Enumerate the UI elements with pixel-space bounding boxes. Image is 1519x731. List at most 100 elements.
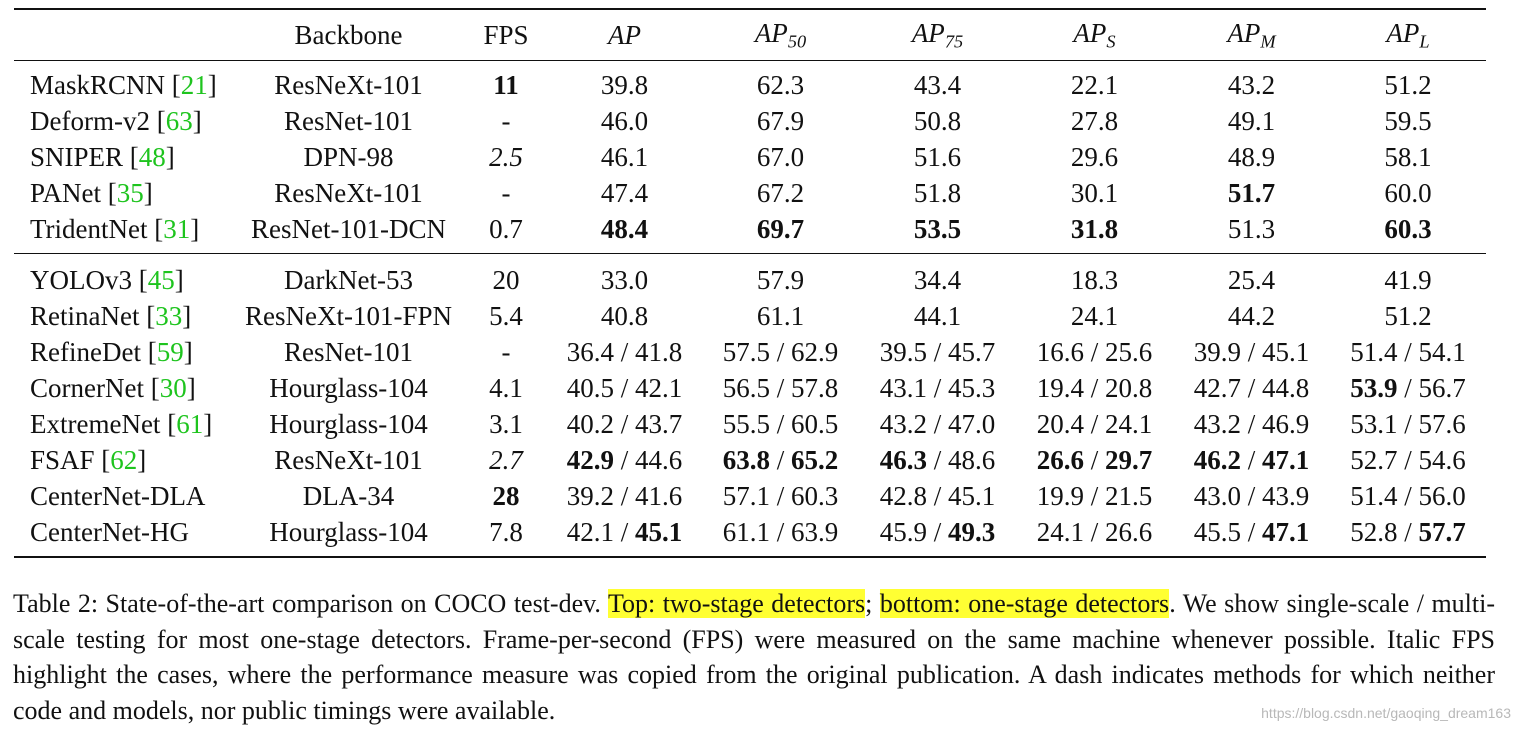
backbone-cell: ResNeXt-101-FPN <box>245 300 452 331</box>
metric-value: 57.5 <box>722 336 770 367</box>
apl-cell: 53.9 / 56.7 <box>1350 372 1466 403</box>
table-row: CenterNet-HG Hourglass-104 7.8 42.1 / 45.1 6… <box>14 514 1486 557</box>
ap75-cell: 53.5 <box>859 211 1016 254</box>
metric-value: 51.7 <box>1227 177 1276 208</box>
metric-value: 42.8 <box>879 480 927 511</box>
metric-value: 40.5 <box>566 372 614 403</box>
caption-highlight-top: Top: two-stage detectors <box>607 589 866 618</box>
backbone-cell: ResNet-101-DCN <box>251 213 446 244</box>
apm-cell: 39.9 / 45.1 <box>1193 336 1310 367</box>
metric-value: 39.9 <box>1193 336 1241 367</box>
fps-cell: 5.4 <box>489 300 523 331</box>
aps-cell: 20.4 / 24.1 <box>1036 408 1153 439</box>
backbone-cell: ResNet-101 <box>284 336 413 367</box>
metric-value: 59.5 <box>1384 105 1432 136</box>
metric-value: 24.1 <box>1105 408 1153 439</box>
apl-cell: 58.1 <box>1330 139 1486 175</box>
ap50-cell: 57.9 <box>702 254 859 299</box>
metric-value: 57.8 <box>791 372 839 403</box>
caption-separator: ; <box>865 589 880 618</box>
metric-value: 41.6 <box>635 480 683 511</box>
fps-cell: 4.1 <box>489 372 523 403</box>
table-row: TridentNet [31] ResNet-101-DCN 0.7 48.4 69.7… <box>14 211 1486 254</box>
citation-link[interactable]: 62 <box>110 444 138 475</box>
watermark: https://blog.csdn.net/gaoqing_dream163 <box>1261 705 1511 721</box>
method-name: CornerNet <box>30 372 144 403</box>
method-name: ExtremeNet <box>30 408 161 439</box>
citation-link[interactable]: 63 <box>165 105 193 136</box>
ap-cell: 33.0 <box>547 254 702 299</box>
aps-cell: 18.3 <box>1016 254 1173 299</box>
metric-value: 57.9 <box>756 264 805 295</box>
citation-link[interactable]: 45 <box>147 264 175 295</box>
apm-cell: 48.9 <box>1173 139 1330 175</box>
method-cell: TridentNet [31] <box>30 213 200 244</box>
ap50-cell: 63.8 / 65.2 <box>722 444 839 475</box>
metric-value: 43.4 <box>913 69 962 100</box>
backbone-cell: DLA-34 <box>302 480 395 511</box>
method-cell: SNIPER [48] <box>30 141 175 172</box>
method-name: YOLOv3 <box>30 264 132 295</box>
metric-value: 44.2 <box>1227 300 1276 331</box>
header-ap50: AP50 <box>754 17 807 52</box>
ap-cell: 46.0 <box>547 103 702 139</box>
method-cell: YOLOv3 [45] <box>30 264 184 295</box>
caption-prefix: Table 2: State-of-the-art comparison on … <box>13 589 608 618</box>
metric-value: 16.6 <box>1036 336 1084 367</box>
metric-value: 46.0 <box>600 105 649 136</box>
method-cell: MaskRCNN [21] <box>30 69 217 100</box>
metric-value: 46.1 <box>600 141 649 172</box>
table-row: Deform-v2 [63] ResNet-101 - 46.0 67.9 50.8 27.… <box>14 103 1486 139</box>
metric-value: 62.9 <box>791 336 839 367</box>
metric-value: 57.7 <box>1418 516 1466 547</box>
method-cell: FSAF [62] <box>30 444 147 475</box>
ap75-cell: 50.8 <box>859 103 1016 139</box>
metric-value: 36.4 <box>566 336 614 367</box>
citation-link[interactable]: 61 <box>176 408 204 439</box>
ap50-cell: 57.1 / 60.3 <box>722 480 839 511</box>
backbone-cell: ResNet-101 <box>284 105 413 136</box>
metric-value: 25.6 <box>1105 336 1153 367</box>
backbone-cell: DPN-98 <box>303 141 394 172</box>
ap75-cell: 51.8 <box>859 175 1016 211</box>
metric-value: 54.1 <box>1418 336 1466 367</box>
metric-value: 51.2 <box>1384 300 1432 331</box>
metric-value: 24.1 <box>1036 516 1084 547</box>
method-name: TridentNet <box>30 213 148 244</box>
ap75-cell: 45.9 / 49.3 <box>879 516 996 547</box>
metric-value: 48.9 <box>1227 141 1276 172</box>
method-cell: PANet [35] <box>30 177 153 208</box>
citation-link[interactable]: 21 <box>180 69 208 100</box>
citation-link[interactable]: 59 <box>156 336 184 367</box>
method-name: RefineDet <box>30 336 141 367</box>
table-caption: Table 2: State-of-the-art comparison on … <box>13 586 1495 728</box>
apm-cell: 25.4 <box>1173 254 1330 299</box>
metric-value: 67.9 <box>756 105 805 136</box>
header-apm: APM <box>1227 17 1276 52</box>
method-cell: CornerNet [30] <box>30 372 196 403</box>
apl-cell: 60.0 <box>1330 175 1486 211</box>
metric-value: 50.8 <box>913 105 962 136</box>
one-stage-section: YOLOv3 [45] DarkNet-53 20 33.0 57.9 34.4 18.3 2… <box>14 253 1486 557</box>
metric-value: 51.4 <box>1350 336 1398 367</box>
citation-link[interactable]: 31 <box>163 213 191 244</box>
ap75-cell: 34.4 <box>859 254 1016 299</box>
citation-link[interactable]: 35 <box>116 177 144 208</box>
apm-cell: 45.5 / 47.1 <box>1193 516 1310 547</box>
ap-cell: 39.8 <box>547 61 702 104</box>
metric-value: 40.8 <box>600 300 649 331</box>
apl-cell: 52.7 / 54.6 <box>1350 444 1466 475</box>
ap50-cell: 55.5 / 60.5 <box>722 408 839 439</box>
ap50-cell: 62.3 <box>702 61 859 104</box>
citation-link[interactable]: 30 <box>159 372 187 403</box>
fps-cell: - <box>501 177 511 208</box>
metric-value: 42.1 <box>635 372 683 403</box>
apm-cell: 46.2 / 47.1 <box>1193 444 1310 475</box>
citation-link[interactable]: 48 <box>138 141 166 172</box>
citation-link[interactable]: 33 <box>155 300 183 331</box>
metric-value: 49.3 <box>948 516 996 547</box>
ap-cell: 40.2 / 43.7 <box>566 408 683 439</box>
ap75-cell: 43.1 / 45.3 <box>879 372 996 403</box>
table-row: RetinaNet [33] ResNeXt-101-FPN 5.4 40.8 61.1… <box>14 298 1486 334</box>
metric-value: 67.0 <box>756 141 805 172</box>
